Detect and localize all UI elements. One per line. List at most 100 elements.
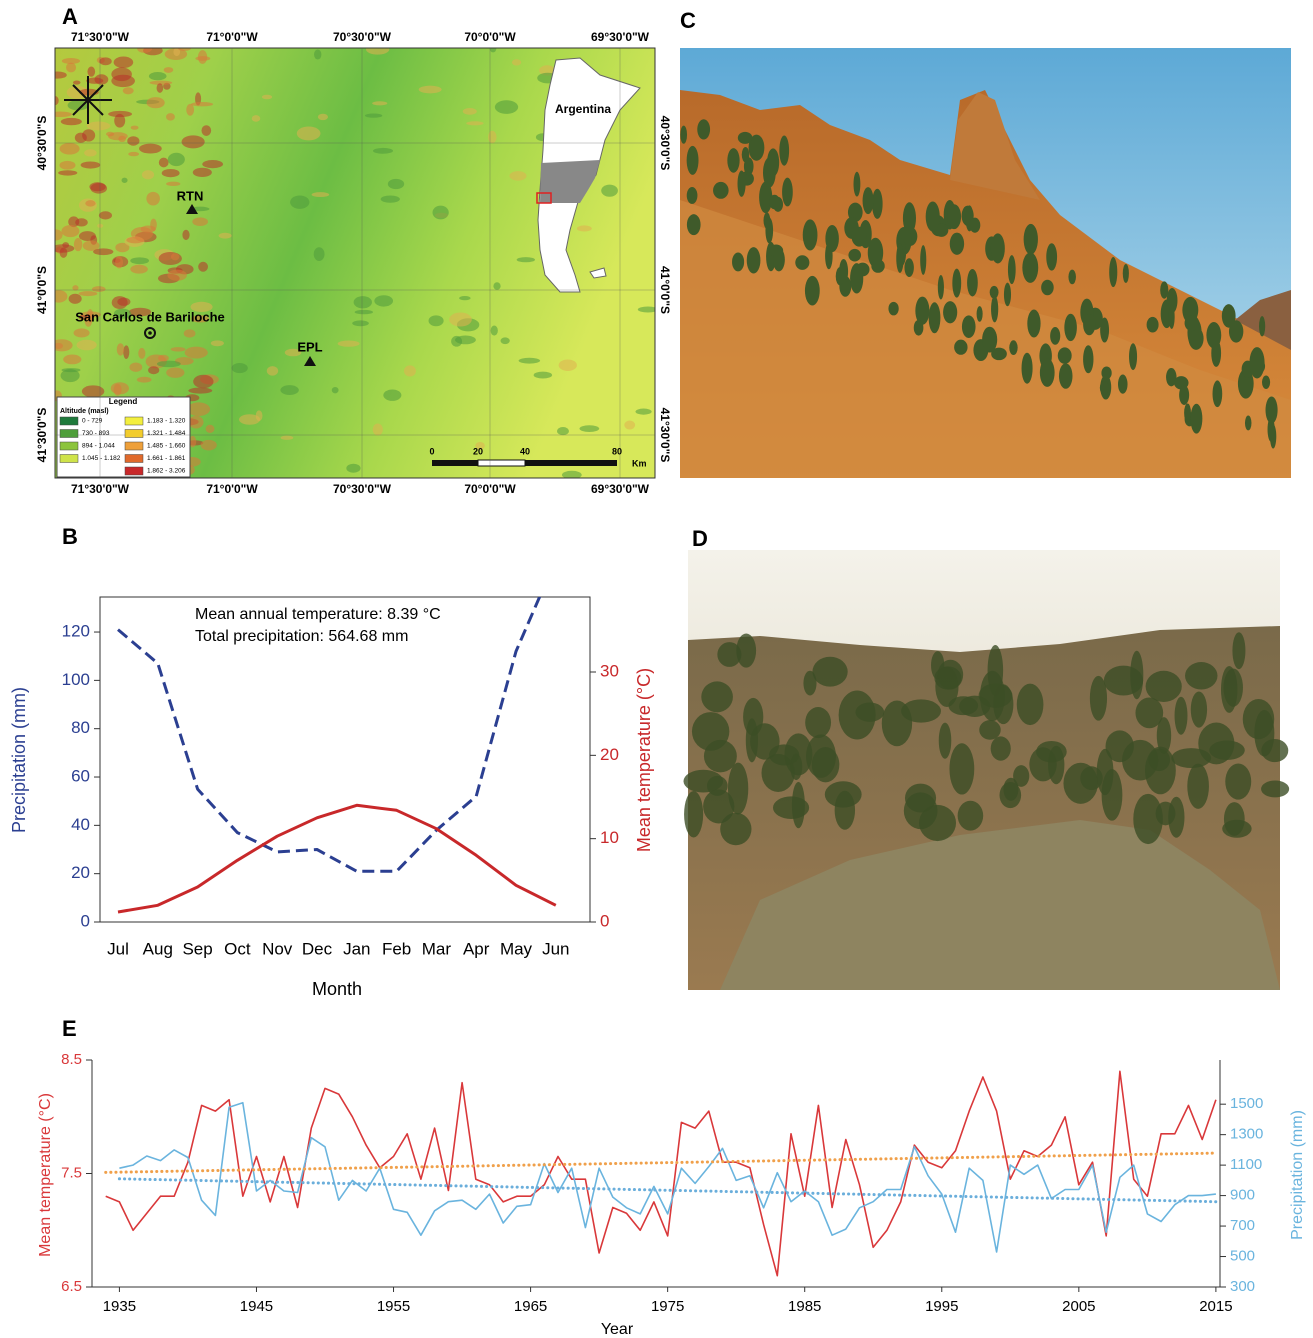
relief-patch — [318, 114, 328, 120]
series-line — [119, 1103, 1216, 1252]
relief-patch — [48, 72, 66, 79]
tree — [1123, 264, 1129, 283]
tree — [727, 148, 739, 173]
legend-swatch — [125, 442, 143, 450]
legend-label: 894 - 1.044 — [82, 443, 115, 450]
shrub — [1133, 794, 1163, 844]
relief-patch — [149, 72, 167, 80]
lat-label: 41°0'0"S — [35, 266, 49, 314]
relief-patch — [201, 440, 217, 450]
x-tick-label: 1965 — [514, 1298, 547, 1315]
annotation: Total precipitation: 564.68 mm — [195, 628, 408, 645]
y-tick-label: 100 — [62, 670, 90, 689]
legend-label: 1.485 - 1.660 — [147, 443, 186, 450]
relief-patch — [58, 170, 77, 175]
tree — [697, 119, 710, 139]
x-tick-label: May — [500, 939, 533, 958]
relief-patch — [182, 230, 189, 240]
tree — [1213, 380, 1223, 407]
relief-patch — [557, 427, 569, 435]
legend-swatch — [60, 430, 78, 438]
tree — [914, 320, 924, 336]
relief-patch — [62, 368, 81, 372]
tree — [1024, 224, 1038, 255]
tree — [805, 276, 820, 306]
x-tick-label: Jul — [107, 939, 129, 958]
y-tick-label: 6.5 — [61, 1278, 82, 1295]
tree — [1147, 317, 1159, 333]
relief-patch — [577, 225, 592, 231]
relief-patch — [635, 409, 651, 415]
tree — [991, 233, 1005, 263]
relief-patch — [332, 387, 339, 393]
lon-label: 71°30'0"W — [71, 30, 130, 44]
relief-patch — [87, 66, 95, 76]
relief-patch — [493, 282, 500, 290]
shrub — [1191, 691, 1207, 727]
shrub — [790, 754, 802, 780]
legend-label: 1.183 - 1.320 — [147, 418, 186, 425]
tree — [779, 135, 789, 165]
relief-patch — [388, 179, 404, 189]
relief-patch — [463, 108, 477, 115]
relief-patch — [501, 337, 510, 344]
lon-label: 69°30'0"W — [591, 30, 650, 44]
y2-tick-label: 0 — [600, 911, 609, 930]
y-tick-label: 60 — [71, 767, 90, 786]
legend-title: Legend — [109, 397, 138, 406]
relief-patch — [281, 436, 294, 440]
relief-patch — [158, 355, 169, 362]
shrub — [1017, 684, 1044, 725]
x-tick-label: Jun — [542, 939, 569, 958]
shrub — [979, 683, 1013, 707]
relief-patch — [166, 113, 175, 120]
legend-swatch — [60, 417, 78, 425]
shrub — [1175, 697, 1188, 735]
shrub — [1063, 763, 1097, 804]
relief-patch — [381, 195, 400, 202]
relief-patch — [488, 131, 497, 144]
tree — [954, 340, 967, 355]
relief-patch — [69, 294, 82, 304]
x-tick-label: Apr — [463, 939, 490, 958]
scale-unit: Km — [632, 458, 647, 468]
relief-patch — [162, 169, 180, 177]
legend-swatch — [60, 442, 78, 450]
relief-patch — [84, 149, 97, 156]
x-axis-label: Year — [601, 1321, 634, 1338]
lon-label: 71°0'0"W — [206, 482, 258, 496]
relief-patch — [61, 225, 79, 237]
tree — [687, 214, 701, 235]
tree — [767, 148, 779, 176]
relief-patch — [74, 238, 82, 251]
relief-patch — [141, 226, 156, 233]
relief-patch — [372, 101, 387, 105]
relief-patch — [108, 132, 128, 140]
x-tick-label: Feb — [382, 939, 411, 958]
relief-patch — [142, 170, 154, 179]
series-line — [106, 1071, 1216, 1275]
x-axis-label: Month — [312, 979, 362, 999]
legend-label: 1.661 - 1.861 — [147, 455, 186, 462]
x-tick-label: 1935 — [103, 1298, 136, 1315]
tree — [1259, 316, 1265, 336]
tree — [1040, 358, 1055, 386]
shrub — [1130, 651, 1143, 699]
shrub — [701, 681, 733, 712]
y2-tick-label: 20 — [600, 745, 619, 764]
tree — [765, 218, 773, 244]
tree — [991, 296, 998, 323]
panel-letter: D — [692, 526, 708, 551]
shrub — [1224, 802, 1245, 836]
shrub — [1185, 662, 1217, 689]
relief-patch — [93, 248, 113, 255]
tree — [1184, 404, 1191, 423]
relief-patch — [184, 329, 196, 337]
tree — [850, 263, 863, 293]
relief-patch — [188, 388, 212, 394]
shrub — [792, 782, 805, 828]
relief-patch — [123, 345, 129, 359]
tree — [854, 172, 861, 197]
tree — [1022, 353, 1033, 384]
legend-label: 1.321 - 1.484 — [147, 430, 186, 437]
